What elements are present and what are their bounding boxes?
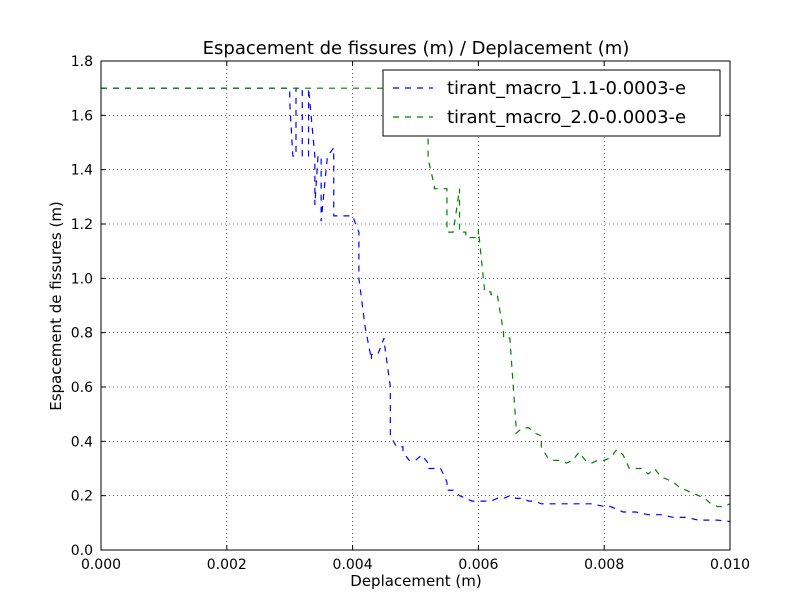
legend-entry-1: tirant_macro_2.0-0.0003-e bbox=[447, 107, 686, 128]
x-tick-label: 0.004 bbox=[333, 557, 373, 573]
y-tick-label: 0.6 bbox=[71, 380, 93, 396]
y-tick-label: 1.2 bbox=[71, 217, 93, 233]
y-tick-label: 0.4 bbox=[71, 434, 93, 450]
x-tick-label: 0.002 bbox=[207, 557, 247, 573]
plot-frame bbox=[100, 60, 731, 551]
y-axis-label: Espacement de fissures (m) bbox=[47, 201, 65, 411]
y-tick-label: 0.2 bbox=[71, 489, 93, 505]
y-tick-label: 0.8 bbox=[71, 326, 93, 342]
x-tick-label: 0.006 bbox=[458, 557, 498, 573]
y-tick-label: 1.4 bbox=[71, 163, 93, 179]
legend: tirant_macro_1.1-0.0003-e tirant_macro_2… bbox=[382, 69, 721, 137]
chart-title: Espacement de fissures (m) / Deplacement… bbox=[203, 38, 630, 59]
y-tick-label: 1.8 bbox=[71, 54, 93, 70]
ticks: 0.000 0.002 0.004 0.006 0.008 0.010 0.0 0.2 0.4 0… bbox=[71, 54, 750, 573]
x-tick-label: 0.010 bbox=[710, 557, 750, 573]
x-axis-label: Deplacement (m) bbox=[350, 572, 481, 590]
x-tick-label: 0.000 bbox=[81, 557, 121, 573]
legend-box bbox=[382, 69, 721, 137]
series-layer bbox=[101, 87, 730, 523]
series-line-0 bbox=[101, 87, 730, 523]
x-tick-label: 0.008 bbox=[584, 557, 624, 573]
y-tick-label: 1.0 bbox=[71, 271, 93, 287]
y-tick-label: 1.6 bbox=[71, 108, 93, 124]
y-tick-label: 0.0 bbox=[71, 543, 93, 559]
legend-entry-0: tirant_macro_1.1-0.0003-e bbox=[447, 78, 686, 99]
